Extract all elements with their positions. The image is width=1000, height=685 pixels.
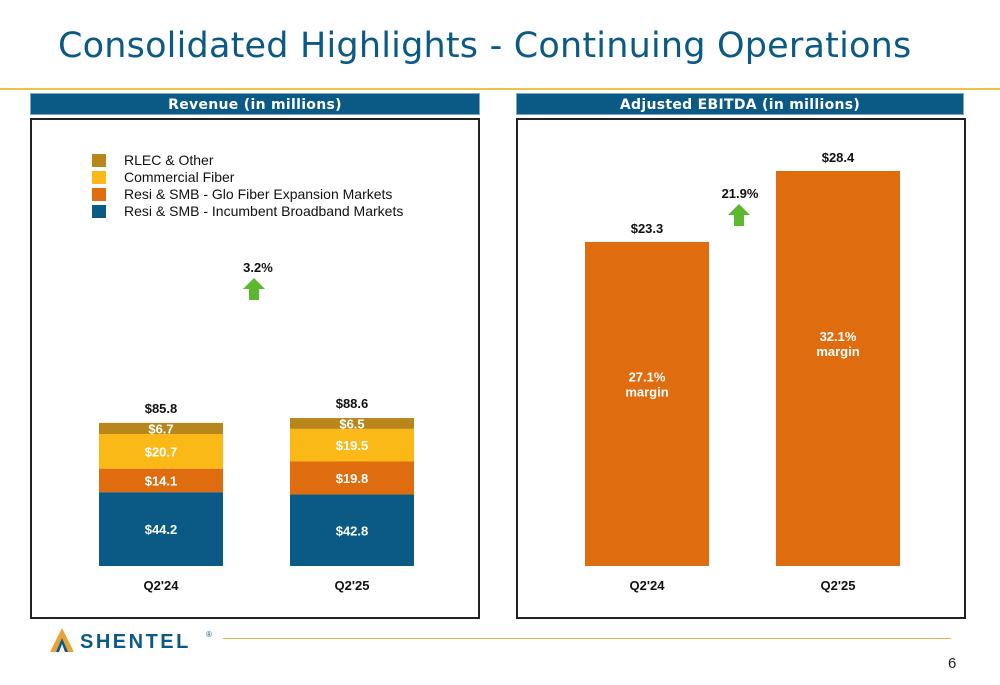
- revenue-panel-header: Revenue (in millions): [30, 93, 480, 115]
- ebitda-chart: $23.327.1%marginQ2'24$28.432.1%marginQ2'…: [585, 150, 900, 593]
- segment-value-label: $20.7: [145, 444, 178, 459]
- ebitda-value-label: $23.3: [631, 221, 664, 236]
- legend-label: Resi & SMB - Incumbent Broadband Markets: [124, 203, 403, 219]
- segment-value-label: $6.5: [339, 416, 364, 431]
- segment-value-label: $6.7: [148, 421, 173, 436]
- title-divider: [0, 88, 1000, 90]
- total-value-label: $85.8: [145, 401, 178, 416]
- revenue-bar-segment: [290, 461, 414, 495]
- growth-up-arrow-icon: [728, 204, 750, 226]
- page-number: 6: [948, 655, 957, 672]
- category-tick-label: Q2'25: [335, 578, 370, 593]
- segment-value-label: $19.8: [336, 471, 369, 486]
- ebitda-bar: [585, 241, 709, 566]
- growth-label: 21.9%: [722, 186, 759, 201]
- shentel-logo: SHENTEL ®: [50, 628, 212, 653]
- margin-percent-label: 32.1%: [820, 329, 857, 344]
- legend-label: RLEC & Other: [124, 152, 214, 168]
- revenue-panel: RLEC & Other Commercial Fiber Resi & SMB -…: [30, 118, 480, 619]
- ebitda-value-label: $28.4: [822, 150, 855, 165]
- logo-text: SHENTEL: [80, 631, 191, 653]
- revenue-bar-segment: [290, 494, 414, 566]
- legend-swatch: [92, 205, 106, 218]
- growth-up-arrow-icon: [243, 278, 265, 300]
- revenue-bar-segment: [99, 422, 223, 435]
- category-tick-label: Q2'24: [144, 578, 180, 593]
- legend-swatch: [92, 188, 106, 201]
- logo-registered-mark: ®: [206, 630, 212, 639]
- growth-label: 3.2%: [243, 260, 273, 275]
- ebitda-panel-header: Adjusted EBITDA (in millions): [516, 93, 964, 115]
- margin-word-label: margin: [816, 344, 859, 359]
- ebitda-bar: [776, 171, 900, 566]
- category-tick-label: Q2'25: [821, 578, 856, 593]
- legend-label: Commercial Fiber: [124, 169, 235, 185]
- revenue-bar-segment: [99, 468, 223, 493]
- footer-divider: [223, 638, 951, 639]
- page-title: Consolidated Highlights - Continuing Ope…: [58, 26, 912, 66]
- revenue-bar-segment: [290, 428, 414, 462]
- revenue-bar-segment: [290, 418, 414, 429]
- segment-value-label: $42.8: [336, 523, 369, 538]
- ebitda-panel: $23.3 27.1% margin Q2'24 $28.4 32.1% margin Q2'…: [516, 118, 966, 619]
- segment-value-label: $44.2: [145, 522, 178, 537]
- segment-value-label: $19.5: [336, 438, 369, 453]
- segment-value-label: $14.1: [145, 473, 178, 488]
- total-value-label: $88.6: [336, 396, 369, 411]
- legend-swatch: [92, 154, 106, 167]
- legend-swatch: [92, 171, 106, 184]
- margin-percent-label: 27.1%: [629, 369, 666, 384]
- revenue-bar-segment: [99, 492, 223, 566]
- category-tick-label: Q2'24: [630, 578, 666, 593]
- revenue-bar-segment: [99, 434, 223, 469]
- legend-label: Resi & SMB - Glo Fiber Expansion Markets: [124, 186, 392, 202]
- margin-word-label: margin: [625, 384, 668, 399]
